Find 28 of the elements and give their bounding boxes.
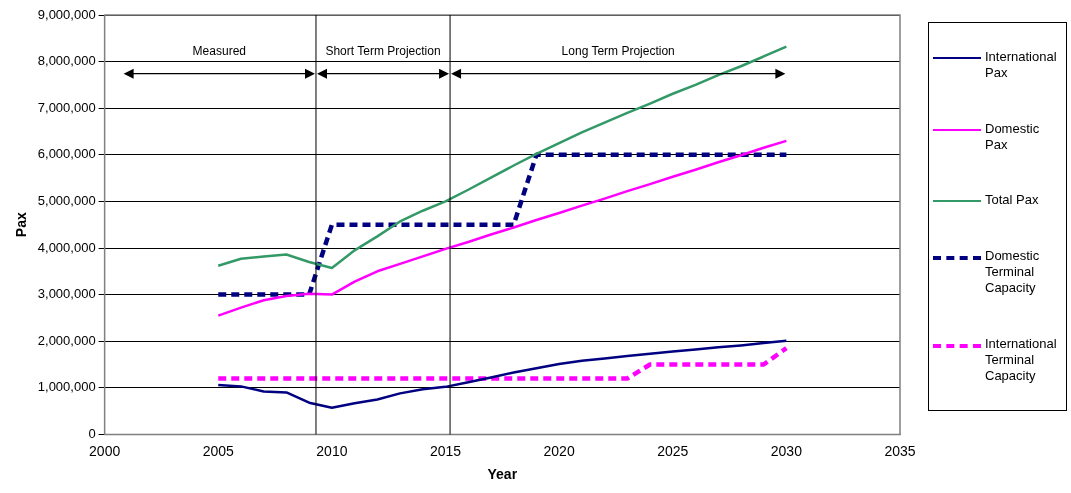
y-tick-label: 8,000,000 <box>37 53 96 69</box>
legend-label: Domestic Terminal Capacity <box>985 248 1041 297</box>
y-tick-label: 6,000,000 <box>37 146 96 162</box>
x-tick-label: 2020 <box>543 442 575 459</box>
x-tick-label: 2000 <box>89 442 121 459</box>
annotation: Long Term Projection <box>561 44 675 58</box>
y-tick-label: 3,000,000 <box>37 286 96 302</box>
legend-label: International Pax <box>985 48 1058 81</box>
annotation: Short Term Projection <box>325 44 441 58</box>
y-tick-label: 1,000,000 <box>37 379 96 395</box>
x-tick-label: 2005 <box>202 442 235 459</box>
y-tick-label: 0 <box>88 425 96 441</box>
legend-label: Total Pax <box>985 192 1040 209</box>
legend-label: Domestic Pax <box>985 120 1041 153</box>
y-tick-label: 2,000,000 <box>37 332 96 348</box>
y-tick-label: 9,000,000 <box>37 6 96 22</box>
x-tick-label: 2025 <box>657 442 689 459</box>
legend-label: International Terminal Capacity <box>985 336 1058 385</box>
x-tick-label: 2015 <box>429 442 462 459</box>
x-axis-title: Year <box>487 466 518 483</box>
x-tick-label: 2010 <box>316 442 348 459</box>
y-tick-label: 4,000,000 <box>37 239 96 255</box>
y-tick-label: 7,000,000 <box>37 99 96 115</box>
x-tick-label: 2035 <box>884 442 916 459</box>
annotation: Measured <box>192 44 246 58</box>
y-axis-title: Pax <box>13 212 30 238</box>
x-tick-label: 2030 <box>770 442 803 459</box>
y-tick-label: 5,000,000 <box>37 192 96 208</box>
